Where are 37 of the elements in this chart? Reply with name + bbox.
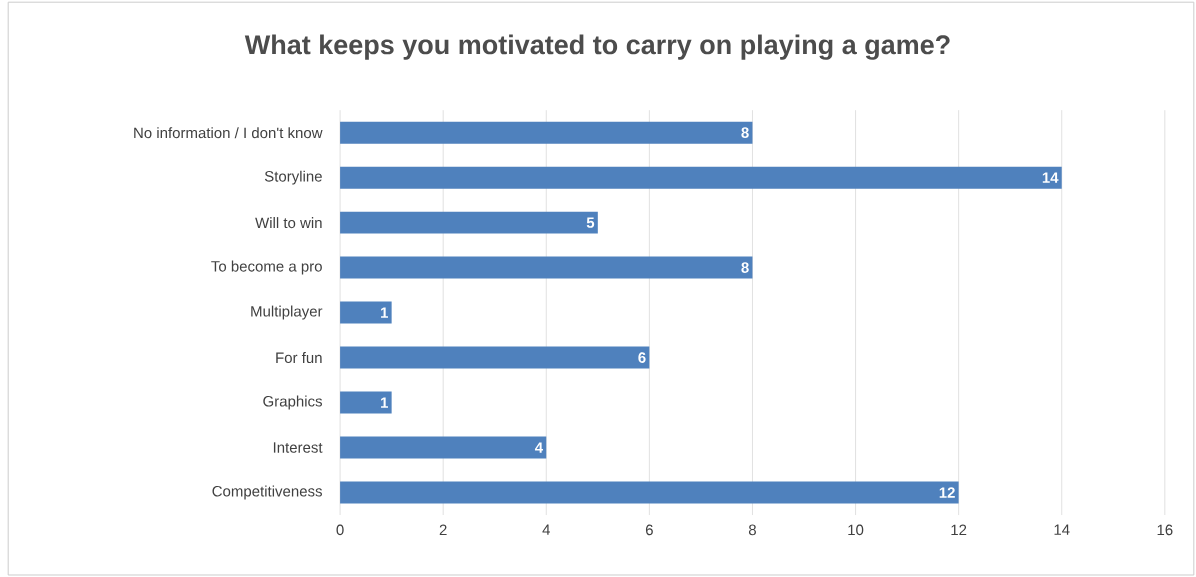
x-tick-label: 0 <box>336 524 344 536</box>
x-tick-label: 2 <box>439 524 447 535</box>
bar <box>340 256 753 279</box>
bar <box>340 301 392 324</box>
data-label: 8 <box>741 262 749 273</box>
x-tick-label: 4 <box>542 524 550 535</box>
data-label: 6 <box>638 352 646 363</box>
x-tick-label: 16 <box>1157 524 1173 536</box>
bar <box>340 436 547 459</box>
chart-title: What keeps you motivated to carry on playing a game? <box>244 34 950 60</box>
data-label: 14 <box>1042 172 1059 183</box>
y-tick-label: For fun <box>276 351 322 363</box>
bar <box>340 166 1062 189</box>
data-label: 8 <box>741 127 749 138</box>
y-tick-label: Graphics <box>263 395 322 410</box>
bar <box>340 391 392 414</box>
bar <box>340 346 650 369</box>
x-tick-label: 6 <box>645 524 653 536</box>
bar <box>340 481 959 504</box>
bar <box>340 121 753 144</box>
y-tick-label: Storyline <box>264 170 322 185</box>
x-tick-label: 12 <box>951 524 967 535</box>
y-tick-label: To become a pro <box>211 260 322 275</box>
y-tick-label: Multiplayer <box>251 305 323 320</box>
x-tick-label: 10 <box>848 524 864 536</box>
data-label: 1 <box>381 397 389 408</box>
x-tick-label: 14 <box>1054 524 1070 535</box>
data-label: 4 <box>534 442 543 453</box>
x-tick-label: 8 <box>748 524 756 536</box>
data-label: 12 <box>939 487 955 498</box>
y-tick-label: Competitiveness <box>212 485 322 500</box>
y-tick-label: No information / I don't know <box>134 127 323 139</box>
y-tick-label: Interest <box>273 442 323 453</box>
data-label: 1 <box>381 307 389 318</box>
y-tick-label: Will to win <box>255 217 322 229</box>
data-label: 5 <box>586 217 595 228</box>
bar <box>340 211 598 234</box>
